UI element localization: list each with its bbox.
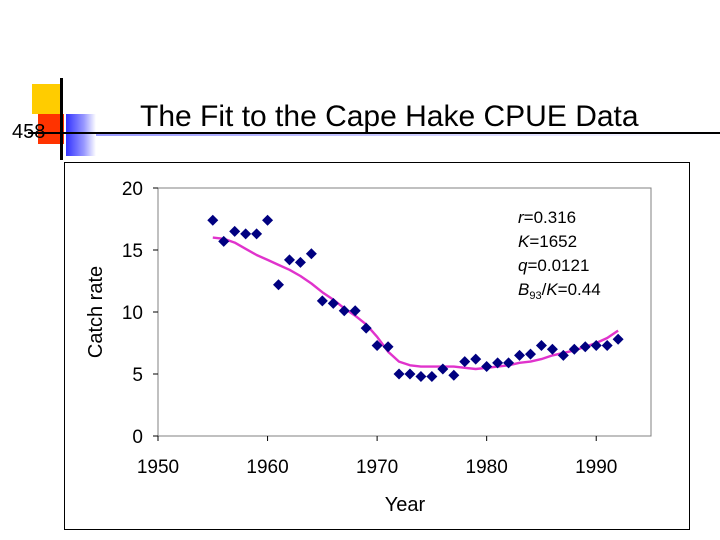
data-point-1961 xyxy=(273,279,285,291)
data-point-1972 xyxy=(393,368,405,380)
axes: 0 5 10 15 20 1950 1960 1970 1980 1990 xyxy=(122,179,652,478)
param-3: q=0.0121 xyxy=(518,256,589,275)
x-tick-label-3: 1980 xyxy=(466,457,508,478)
data-point-1977 xyxy=(448,369,460,381)
data-point-1992 xyxy=(612,333,624,345)
decor-vertical-rule xyxy=(60,78,63,160)
data-point-1990 xyxy=(590,339,602,351)
y-tick-label-4: 20 xyxy=(122,179,143,200)
data-point-1978 xyxy=(459,356,471,368)
decor-square-red xyxy=(38,114,64,144)
slide-number: 458 xyxy=(12,121,46,143)
y-tick-label-0: 0 xyxy=(132,427,143,448)
data-point-1976 xyxy=(437,363,449,375)
data-point-1969 xyxy=(360,322,372,334)
plot-area-border xyxy=(157,187,652,437)
chart-frame: 0 5 10 15 20 1950 1960 1970 1980 1990 Year Catch … xyxy=(64,162,690,530)
data-point-1982 xyxy=(503,357,515,369)
data-point-1974 xyxy=(415,370,427,382)
labels-layer: Year Catch rate xyxy=(85,266,426,516)
data-point-1986 xyxy=(546,343,558,355)
x-tick-label-0: 1950 xyxy=(137,457,179,478)
data-point-1964 xyxy=(305,248,317,260)
x-axis-title: Year xyxy=(385,494,426,516)
data-point-1963 xyxy=(294,256,306,268)
points-layer xyxy=(207,214,624,382)
data-point-1967 xyxy=(338,305,350,317)
data-point-1979 xyxy=(470,353,482,365)
data-point-1983 xyxy=(514,349,526,361)
data-point-1958 xyxy=(240,228,252,240)
data-point-1985 xyxy=(535,339,547,351)
data-point-1973 xyxy=(404,368,416,380)
param-2: K=1652 xyxy=(518,232,577,251)
title-rule-shadow xyxy=(96,134,720,136)
data-point-1980 xyxy=(481,361,493,373)
fit-layer xyxy=(212,236,619,371)
data-point-1957 xyxy=(229,225,241,237)
data-point-1970 xyxy=(371,339,383,351)
data-point-1965 xyxy=(316,295,328,307)
fit-line xyxy=(212,236,619,371)
decor-square-yellow xyxy=(32,84,62,114)
y-axis-title: Catch rate xyxy=(85,266,107,358)
data-point-1960 xyxy=(262,214,274,226)
decor-square-blue xyxy=(66,114,96,156)
data-point-1991 xyxy=(601,339,613,351)
x-tick-label-1: 1960 xyxy=(246,457,288,478)
y-tick-label-1: 5 xyxy=(132,365,143,386)
data-point-1987 xyxy=(557,349,569,361)
data-point-1956 xyxy=(218,235,230,247)
data-point-1989 xyxy=(579,341,591,353)
x-tick-label-4: 1990 xyxy=(575,457,617,478)
data-point-1966 xyxy=(327,297,339,309)
slide-title: The Fit to the Cape Hake CPUE Data xyxy=(140,100,639,133)
x-tick-label-2: 1970 xyxy=(356,457,398,478)
cpue-chart: 0 5 10 15 20 1950 1960 1970 1980 1990 Year Catch … xyxy=(85,179,652,516)
data-point-1975 xyxy=(426,370,438,382)
data-point-1988 xyxy=(568,343,580,355)
parameter-annotations: r=0.316 K=1652 q=0.0121 B93/K=0.44 xyxy=(518,208,601,302)
data-point-1984 xyxy=(524,348,536,360)
data-point-1971 xyxy=(382,341,394,353)
param-4: B93/K=0.44 xyxy=(518,280,601,302)
data-point-1955 xyxy=(207,214,219,226)
data-point-1959 xyxy=(251,228,263,240)
data-point-1962 xyxy=(283,254,295,266)
y-tick-label-2: 10 xyxy=(122,303,143,324)
y-tick-label-3: 15 xyxy=(122,241,143,262)
param-1: r=0.316 xyxy=(518,208,576,227)
title-rule xyxy=(28,132,720,134)
data-point-1981 xyxy=(492,357,504,369)
data-point-1968 xyxy=(349,305,361,317)
